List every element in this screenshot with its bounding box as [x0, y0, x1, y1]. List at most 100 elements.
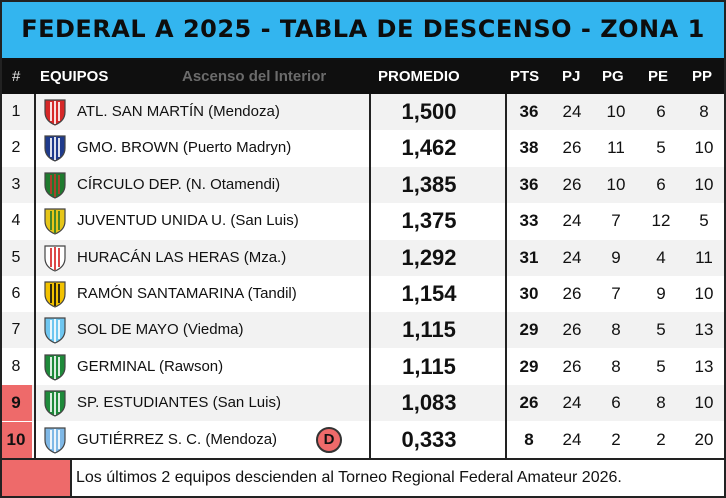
promedio-value: 1,115: [402, 353, 456, 379]
header-pts: PTS: [510, 68, 540, 85]
crest-green-white-stripes-icon: [40, 349, 70, 385]
crest-red-white-stripes-icon: [40, 94, 70, 130]
header-number: #: [12, 68, 21, 85]
drawn-value: 5: [656, 138, 666, 158]
drawn-value: 5: [656, 320, 666, 340]
crest-green-red-icon: [40, 167, 70, 203]
crest-yellow-green-stripes-icon: [40, 203, 70, 239]
position-cell: 5: [11, 248, 21, 266]
played-value: 24: [562, 247, 582, 267]
position-cell: 10: [0, 421, 32, 458]
promedio-value: 0,333: [401, 426, 457, 452]
header-teams: EQUIPOS: [40, 68, 109, 85]
table-row: 1 ATL. SAN MARTÍN (Mendoza) 1,500 36 24 10 6 8: [0, 94, 726, 130]
points-value: 29: [519, 320, 539, 340]
promedio-value: 1,083: [401, 390, 457, 416]
table-row: 9 SP. ESTUDIANTES (San Luis) 1,083 26 24 6 8 10: [0, 385, 726, 422]
played-value: 24: [562, 102, 582, 121]
drawn-value: 12: [651, 211, 671, 231]
points-value: 30: [519, 284, 539, 303]
position-cell: 1: [11, 103, 21, 120]
team-name: SP. ESTUDIANTES (San Luis): [77, 394, 281, 412]
won-value: 7: [611, 284, 621, 303]
table-header: # EQUIPOS Ascenso del Interior PROMEDIO …: [0, 60, 726, 94]
promedio-value: 1,500: [401, 99, 457, 124]
team-name: JUVENTUD UNIDA U. (San Luis): [77, 212, 299, 230]
footer: Los últimos 2 equipos descienden al Torn…: [0, 458, 726, 498]
table-row: 8 GERMINAL (Rawson) 1,115 29 26 8 5 13: [0, 348, 726, 385]
won-value: 2: [611, 429, 621, 449]
lost-value: 10: [694, 284, 714, 303]
team-name: GMO. BROWN (Puerto Madryn): [77, 139, 292, 157]
position-cell: 6: [11, 285, 21, 302]
team-name: RAMÓN SANTAMARINA (Tandil): [77, 285, 297, 302]
position-cell: 2: [11, 139, 21, 157]
crest-green-white-icon: [40, 385, 70, 421]
promedio-value: 1,385: [401, 171, 457, 197]
promedio-value: 1,292: [401, 244, 457, 270]
crest-blue-white-icon: [40, 130, 70, 166]
table-row: 6 RAMÓN SANTAMARINA (Tandil) 1,154 30 26 7 9 10: [0, 276, 726, 312]
table-row: 10 GUTIÉRREZ S. C. (Mendoza) 0,333 8 24 2 2 20 D: [0, 421, 726, 458]
crest-lightblue-white-icon: [40, 422, 70, 458]
drawn-value: 2: [656, 429, 666, 449]
promedio-value: 1,154: [401, 281, 457, 306]
played-value: 26: [562, 356, 582, 376]
won-value: 6: [611, 393, 621, 413]
points-value: 36: [519, 102, 539, 121]
points-value: 29: [519, 356, 539, 376]
points-value: 31: [519, 247, 539, 267]
column-divider: [369, 94, 371, 458]
team-name: GUTIÉRREZ S. C. (Mendoza): [77, 430, 278, 448]
table-row: 3 CÍRCULO DEP. (N. Otamendi) 1,385 36 26 10 6 1…: [0, 166, 726, 203]
played-value: 26: [562, 284, 582, 303]
position-cell: 3: [11, 175, 21, 193]
watermark-text: Ascenso del Interior: [182, 68, 327, 85]
footer-note: Los últimos 2 equipos descienden al Torn…: [76, 469, 622, 486]
lost-value: 8: [699, 102, 709, 121]
won-value: 9: [611, 247, 621, 267]
table-title: FEDERAL A 2025 - TABLA DE DESCENSO - ZON…: [0, 0, 726, 60]
table-row: 5 HURACÁN LAS HERAS (Mza.) 1,292 31 24 9 4 11: [0, 239, 726, 276]
header-pj: PJ: [562, 68, 581, 85]
played-value: 24: [562, 211, 582, 231]
played-value: 26: [562, 138, 582, 158]
points-value: 26: [519, 393, 539, 413]
points-value: 38: [519, 138, 539, 158]
lost-value: 11: [695, 247, 713, 267]
won-value: 10: [606, 174, 626, 194]
played-value: 24: [562, 429, 582, 449]
played-value: 26: [562, 174, 582, 194]
team-name: GERMINAL (Rawson): [77, 357, 224, 375]
drawn-value: 9: [656, 284, 666, 303]
drawn-value: 5: [656, 356, 666, 376]
team-name: CÍRCULO DEP. (N. Otamendi): [77, 175, 281, 193]
lost-value: 10: [694, 393, 714, 413]
header-pp: PP: [692, 68, 713, 85]
won-value: 8: [611, 320, 621, 340]
position-cell: 9: [0, 385, 32, 422]
played-value: 26: [562, 320, 582, 340]
drawn-value: 6: [656, 174, 666, 194]
table-row: 4 JUVENTUD UNIDA U. (San Luis) 1,375 33 24 7 1…: [0, 203, 726, 240]
column-divider: [34, 94, 36, 458]
drawn-value: 6: [656, 102, 666, 121]
drawn-value: 4: [656, 247, 666, 267]
lost-value: 5: [699, 211, 709, 231]
team-name: ATL. SAN MARTÍN (Mendoza): [77, 103, 280, 120]
position-cell: 7: [11, 321, 21, 339]
team-name: HURACÁN LAS HERAS (Mza.): [77, 248, 287, 266]
won-value: 11: [607, 138, 625, 158]
crest-yellow-black-icon: [40, 276, 70, 312]
lost-value: 13: [694, 356, 714, 376]
header-promedio: PROMEDIO: [378, 68, 460, 85]
won-value: 7: [611, 211, 621, 231]
table-row: 7 SOL DE MAYO (Viedma) 1,115 29 26 8 5 13: [0, 312, 726, 349]
crest-lightblue-icon: [40, 312, 70, 348]
header-pg: PG: [602, 68, 624, 85]
played-value: 24: [562, 393, 582, 413]
promedio-value: 1,375: [401, 208, 457, 234]
position-cell: 4: [11, 212, 21, 230]
lost-value: 20: [694, 429, 714, 449]
